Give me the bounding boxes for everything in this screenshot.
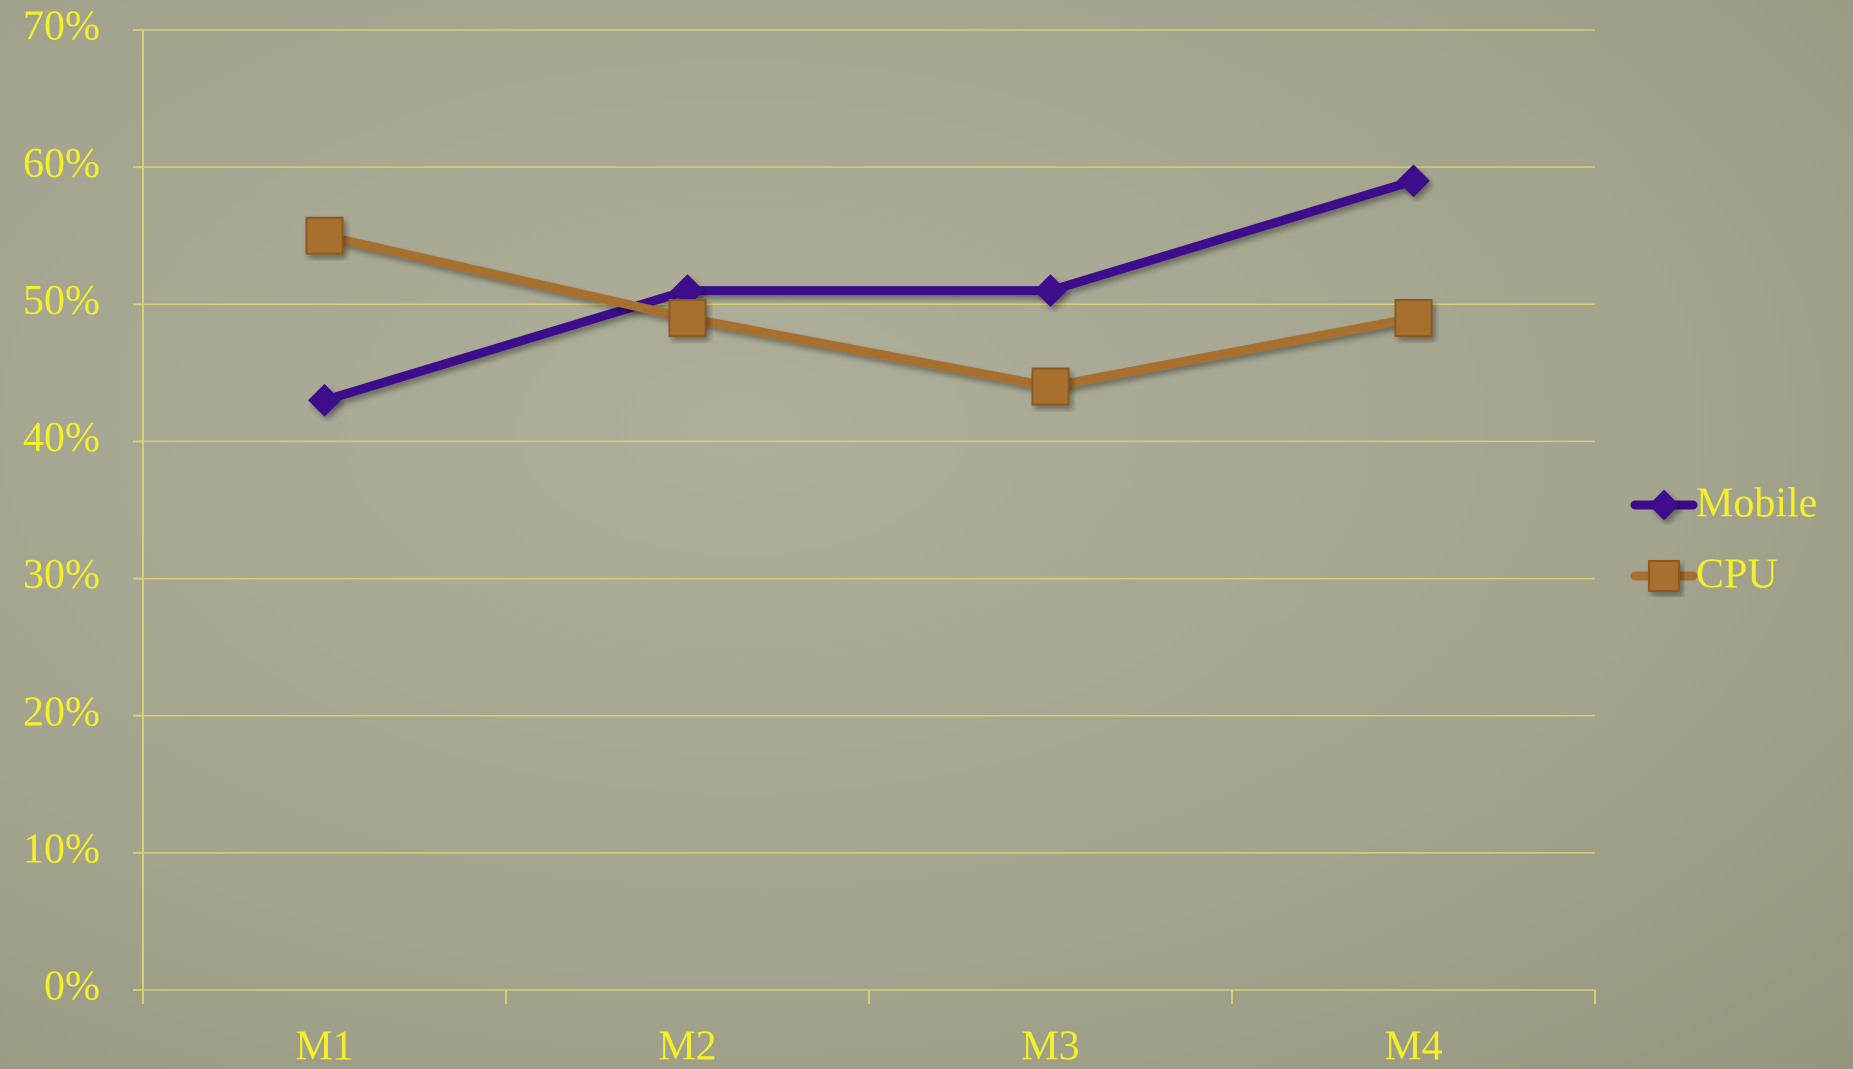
legend-marker xyxy=(1648,560,1680,592)
y-tick-label: 40% xyxy=(23,415,100,461)
data-point xyxy=(1031,367,1070,406)
data-point xyxy=(668,299,707,337)
y-tick-label: 0% xyxy=(44,964,100,1010)
x-tick-label: M4 xyxy=(1384,1024,1442,1069)
y-tick-label: 10% xyxy=(23,826,100,872)
x-tick-label: M3 xyxy=(1021,1024,1079,1069)
y-tick-label: 30% xyxy=(23,552,100,598)
x-tick-label: M1 xyxy=(295,1024,353,1069)
legend-label: CPU xyxy=(1696,552,1778,598)
y-tick-label: 70% xyxy=(23,4,100,50)
data-point xyxy=(1394,299,1433,337)
data-point xyxy=(1034,274,1067,307)
y-tick-label: 20% xyxy=(23,689,100,735)
legend-marker xyxy=(1648,489,1680,521)
series-line xyxy=(323,176,1415,405)
x-tick-label: M2 xyxy=(658,1024,716,1069)
data-point xyxy=(305,216,344,255)
y-tick-label: 60% xyxy=(23,141,100,187)
legend-label: Mobile xyxy=(1696,481,1817,527)
series-line xyxy=(323,231,1415,392)
data-point xyxy=(1397,164,1430,198)
y-tick-label: 50% xyxy=(23,278,100,324)
data-point xyxy=(308,383,341,417)
